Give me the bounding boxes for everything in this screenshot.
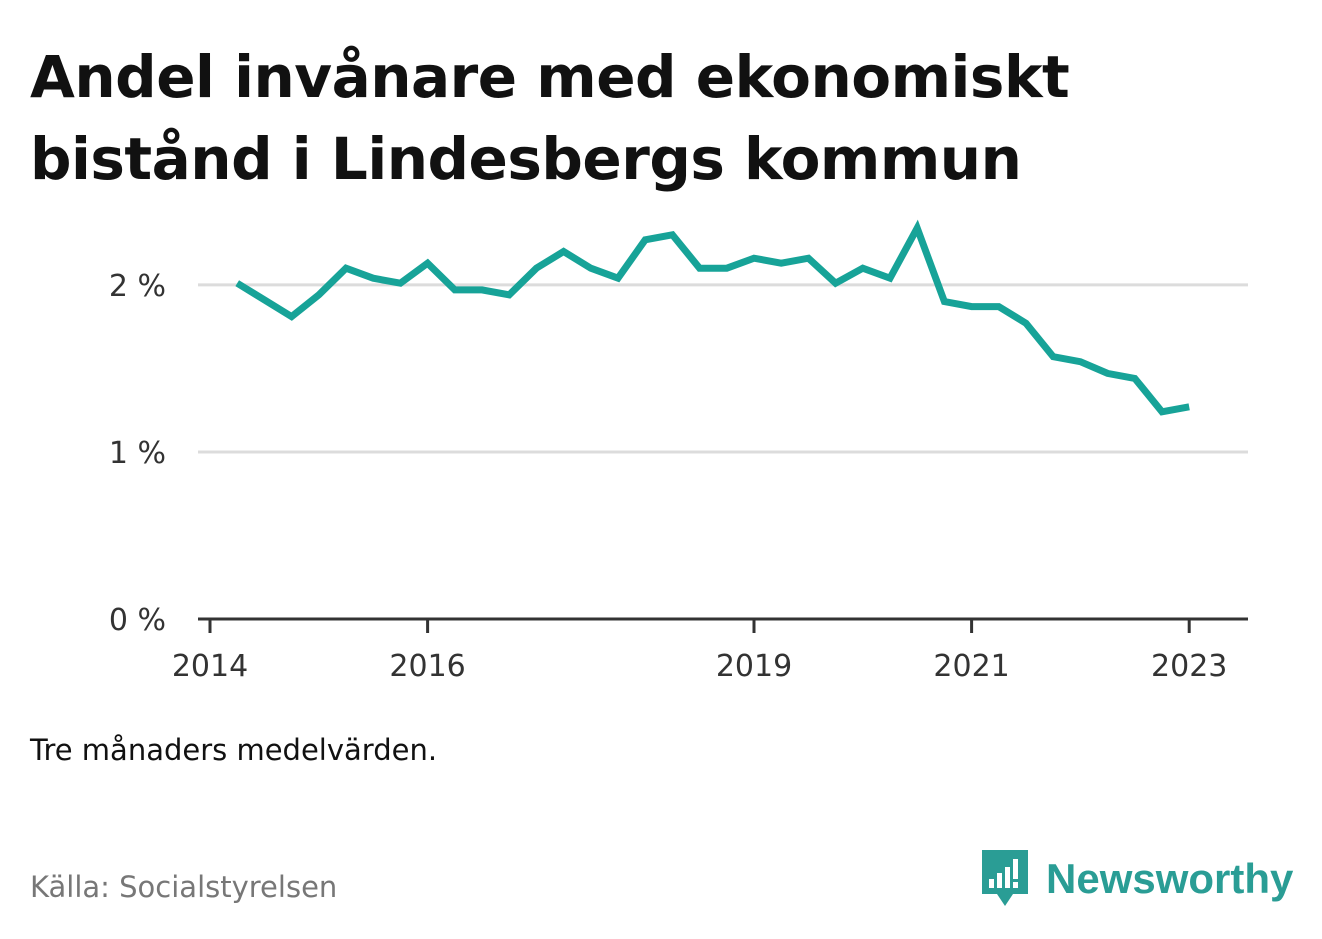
x-tick-label: 2016	[389, 649, 465, 684]
data-point	[751, 255, 757, 261]
series-group	[234, 219, 1192, 416]
data-point	[1159, 409, 1165, 415]
y-tick-label: 1 %	[109, 436, 166, 471]
data-point	[805, 255, 811, 261]
x-tick-label: 2023	[1151, 649, 1227, 684]
data-point	[914, 225, 920, 231]
y-tick-label: 0 %	[109, 603, 166, 638]
data-point	[289, 314, 295, 320]
data-point	[506, 292, 512, 298]
brand-name: Newsworthy	[1046, 855, 1294, 902]
data-point	[642, 237, 648, 243]
data-point	[833, 280, 839, 286]
data-point	[969, 304, 975, 310]
data-point	[343, 265, 349, 271]
x-axis: 2014 2016 2019 2021 2023	[172, 617, 1248, 684]
data-point	[1186, 404, 1192, 410]
data-point	[397, 280, 403, 286]
data-point	[234, 280, 240, 286]
data-point	[669, 232, 675, 238]
data-point	[588, 265, 594, 271]
data-point	[697, 265, 703, 271]
brand-logo: Newsworthy	[980, 848, 1293, 910]
data-point	[316, 292, 322, 298]
data-point	[261, 297, 267, 303]
series-line	[235, 219, 1190, 416]
data-point	[561, 248, 567, 254]
data-point	[778, 260, 784, 266]
data-point	[941, 299, 947, 305]
data-point	[887, 275, 893, 281]
line-chart: 0 % 1 % 2 % 2014 2016 2019 2021 2023	[109, 219, 1248, 684]
data-point	[724, 265, 730, 271]
data-point	[479, 287, 485, 293]
data-point	[1132, 375, 1138, 381]
newsworthy-logo-icon	[982, 850, 1028, 906]
data-point	[860, 265, 866, 271]
source-credit: Källa: Socialstyrelsen	[30, 870, 338, 904]
data-point	[1077, 359, 1083, 365]
data-point	[452, 287, 458, 293]
x-tick-label: 2021	[933, 649, 1009, 684]
data-point	[425, 260, 431, 266]
y-axis: 0 % 1 % 2 %	[109, 269, 166, 638]
chart-title: Andel invånare med ekonomiskt bistånd i …	[30, 43, 1070, 193]
data-point	[1023, 320, 1029, 326]
data-point	[996, 304, 1002, 310]
data-point	[1105, 370, 1111, 376]
data-point	[533, 265, 539, 271]
chart-note: Tre månaders medelvärden.	[30, 733, 438, 767]
data-point	[1050, 354, 1056, 360]
y-tick-label: 2 %	[109, 269, 166, 304]
x-tick-label: 2014	[172, 649, 248, 684]
data-point	[370, 275, 376, 281]
data-point	[615, 275, 621, 281]
x-tick-label: 2019	[716, 649, 792, 684]
gridlines	[198, 283, 1248, 454]
